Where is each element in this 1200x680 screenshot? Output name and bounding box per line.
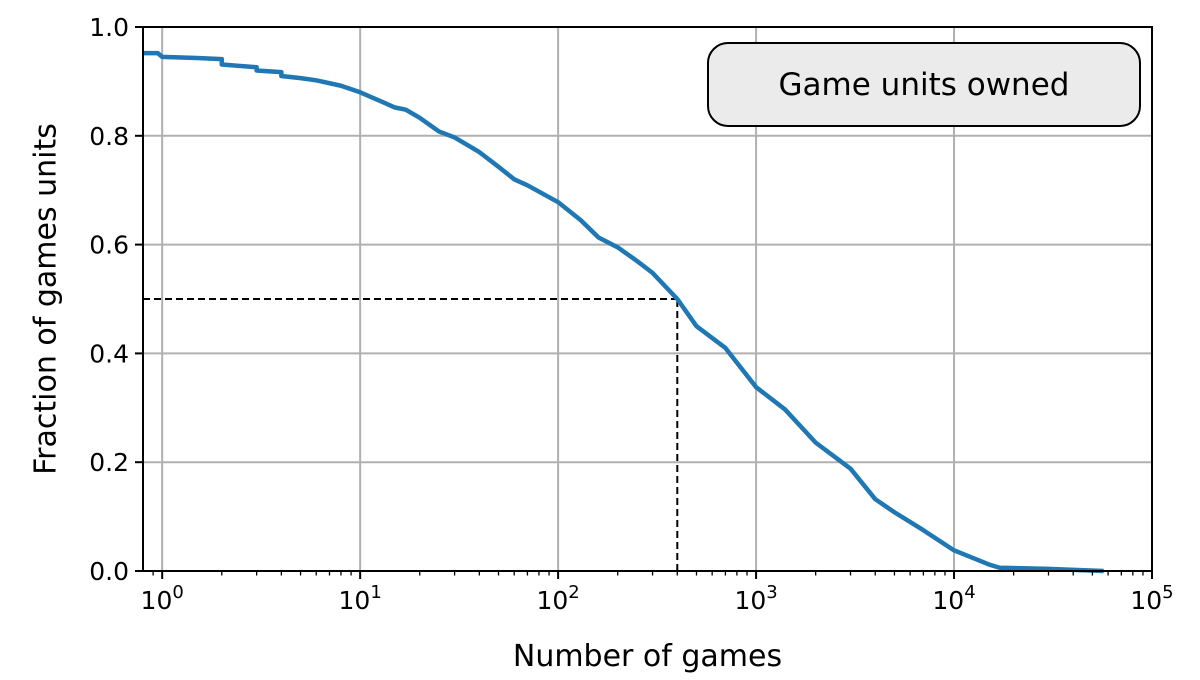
y-tick-label: 0.2: [89, 448, 129, 477]
x-tick-label: 104: [932, 582, 975, 615]
tick-labels: 100 101 102 103 104 105 0.0 0.2 0.4 0.6 0.8 1.0: [89, 13, 1173, 615]
y-axis-title: Fraction of games units: [29, 123, 64, 475]
y-tick-label: 0.0: [89, 557, 129, 586]
x-tick-label: 102: [536, 582, 579, 615]
x-tick-label: 101: [339, 582, 382, 615]
series-layer: [143, 50, 1104, 574]
legend-box: Game units owned: [707, 42, 1141, 127]
x-tick-label: 100: [141, 582, 184, 615]
ticks: [135, 26, 1153, 579]
y-tick-label: 0.4: [89, 339, 129, 368]
reference-lines: [143, 298, 679, 571]
grid: [143, 27, 1152, 571]
y-tick-label: 0.8: [89, 122, 129, 151]
series-line: [143, 50, 1104, 574]
plot-frame: [142, 26, 1153, 572]
legend-text: Game units owned: [779, 67, 1070, 103]
x-tick-label: 103: [734, 582, 777, 615]
legend-frame: [707, 42, 1141, 127]
x-axis-title: Number of games: [513, 639, 782, 674]
y-tick-label: 1.0: [89, 13, 129, 42]
x-tick-label: 105: [1130, 582, 1173, 615]
y-tick-label: 0.6: [89, 231, 129, 260]
